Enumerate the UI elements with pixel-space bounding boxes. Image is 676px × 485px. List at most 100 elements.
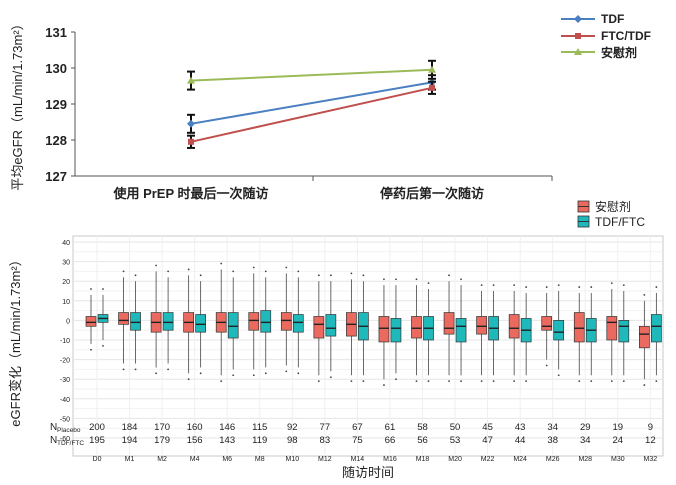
box-placebo-m24-outlier bbox=[513, 284, 516, 287]
count-value-tdf-ftc: 66 bbox=[385, 435, 396, 446]
count-value-placebo: 115 bbox=[252, 422, 267, 433]
count-value-tdf-ftc: 56 bbox=[417, 435, 428, 446]
bottom-y-axis-title: eGFR变化（mL/min/1.73m²） bbox=[8, 253, 23, 426]
box-placebo-m12 bbox=[313, 316, 325, 339]
count-value-tdf-ftc: 34 bbox=[580, 435, 591, 446]
box-tdf-ftc-m26-outlier bbox=[557, 284, 560, 287]
bottom-x-tick-label: M6 bbox=[222, 456, 232, 463]
box-placebo-m6-outlier bbox=[220, 380, 223, 383]
box-placebo-m24 bbox=[508, 314, 520, 339]
count-value-tdf-ftc: 47 bbox=[482, 435, 493, 446]
count-value-tdf-ftc: 12 bbox=[645, 435, 656, 446]
bottom-y-tick-label: 20 bbox=[62, 279, 70, 286]
box-tdf-ftc-m8-outlier bbox=[264, 372, 267, 375]
count-value-tdf-ftc: 75 bbox=[352, 435, 363, 446]
count-value-tdf-ftc: 38 bbox=[547, 435, 558, 446]
count-value-tdf-ftc: 98 bbox=[287, 435, 298, 446]
top-x-label-0: 使用 PrEP 时最后一次随访 bbox=[112, 186, 268, 201]
count-value-placebo: 19 bbox=[613, 422, 624, 433]
box-tdf-ftc-m10 bbox=[292, 314, 304, 333]
box-placebo-m28 bbox=[573, 312, 585, 343]
box-tdf-ftc-m4-outlier bbox=[199, 372, 202, 375]
box-tdf-ftc-m12 bbox=[325, 314, 337, 337]
box-placebo-m1-outlier bbox=[122, 270, 125, 273]
legend-label-ftc-tdf: FTC/TDF bbox=[601, 29, 651, 43]
box-tdf-ftc-m18-outlier bbox=[427, 380, 430, 383]
box-placebo-m10-outlier bbox=[285, 370, 288, 373]
bottom-boxes bbox=[85, 262, 662, 386]
box-tdf-ftc-m22-outlier bbox=[492, 380, 495, 383]
box-tdf-ftc-m10-outlier bbox=[297, 372, 300, 375]
box-tdf-ftc-m30-outlier bbox=[622, 284, 625, 287]
box-placebo-m16 bbox=[378, 316, 390, 343]
box-tdf-ftc-m30-outlier bbox=[622, 380, 625, 383]
box-placebo-m30-outlier bbox=[610, 282, 613, 285]
bottom-x-tick-label: M8 bbox=[255, 456, 265, 463]
box-placebo-m2-outlier bbox=[155, 264, 158, 267]
box-tdf-ftc-d0-outlier bbox=[102, 288, 104, 290]
bottom-x-tick-label: M28 bbox=[578, 456, 592, 463]
box-tdf-ftc-m12-outlier bbox=[329, 376, 332, 379]
box-tdf-ftc-m18-outlier bbox=[427, 282, 430, 285]
count-value-placebo: 29 bbox=[580, 422, 591, 433]
bottom-x-tick-label: M12 bbox=[318, 456, 332, 463]
box-placebo-m16-outlier bbox=[383, 384, 385, 386]
box-placebo-m26-outlier bbox=[545, 364, 548, 367]
box-tdf-ftc-m14-outlier bbox=[362, 274, 365, 277]
count-label-tdf-sub: TDF/FTC bbox=[57, 440, 84, 447]
count-value-tdf-ftc: 83 bbox=[320, 435, 331, 446]
box-tdf-ftc-m32-outlier bbox=[655, 286, 658, 288]
box-placebo-m26-outlier bbox=[545, 286, 548, 288]
legend-marker-placebo bbox=[574, 48, 582, 55]
box-placebo-m10 bbox=[280, 312, 292, 331]
count-value-placebo: 200 bbox=[89, 422, 105, 433]
box-placebo-m18-outlier bbox=[415, 278, 418, 281]
box-placebo-d0 bbox=[85, 316, 97, 327]
bottom-x-tick-label: M14 bbox=[351, 456, 365, 463]
box-tdf-ftc-m16-outlier bbox=[395, 378, 397, 381]
box-placebo-m18 bbox=[411, 316, 422, 339]
legend-box-label-tdf-ftc: TDF/FTC bbox=[595, 215, 645, 229]
box-placebo-m26 bbox=[541, 316, 553, 331]
box-tdf-ftc-m12-outlier bbox=[329, 274, 332, 277]
count-label-placebo-main: N bbox=[50, 422, 57, 433]
top-series-2-line bbox=[190, 68, 433, 82]
legend-box-label-placebo: 安慰剂 bbox=[595, 199, 631, 214]
top-series bbox=[187, 59, 436, 149]
box-placebo-m24-outlier bbox=[513, 380, 516, 383]
top-series-1-line bbox=[190, 86, 433, 143]
bottom-x-tick-label: M18 bbox=[416, 456, 430, 463]
box-tdf-ftc-m28-outlier bbox=[590, 286, 593, 288]
bottom-y-tick-label: 40 bbox=[62, 240, 70, 247]
box-placebo-m32-outlier bbox=[643, 294, 646, 296]
legend-label-tdf: TDF bbox=[601, 12, 624, 26]
box-placebo-d0-outlier bbox=[90, 288, 92, 290]
top-y-tick-label: 130 bbox=[45, 61, 67, 76]
box-placebo-m20-outlier bbox=[448, 380, 450, 383]
box-placebo-m8-outlier bbox=[252, 374, 255, 377]
bottom-y-tick-label: 10 bbox=[62, 299, 70, 306]
box-placebo-m16-outlier bbox=[383, 278, 385, 281]
bottom-x-tick-label: M22 bbox=[481, 456, 495, 463]
box-tdf-ftc-m20 bbox=[455, 318, 467, 343]
top-series-1-point bbox=[429, 84, 435, 91]
box-placebo-m20 bbox=[443, 312, 455, 335]
count-value-tdf-ftc: 179 bbox=[154, 435, 170, 446]
box-tdf-ftc-m8 bbox=[260, 310, 272, 333]
top-y-axis-title: 平均eGFR（mL/min/1.73m²） bbox=[10, 17, 25, 190]
bottom-x-tick-label: M32 bbox=[644, 456, 658, 463]
count-value-placebo: 184 bbox=[122, 422, 138, 433]
box-placebo-m22 bbox=[476, 316, 487, 335]
count-value-tdf-ftc: 24 bbox=[613, 435, 624, 446]
box-placebo-d0-outlier bbox=[90, 348, 92, 351]
box-tdf-ftc-m1-outlier bbox=[134, 368, 137, 371]
box-tdf-ftc-m20-outlier bbox=[460, 278, 462, 281]
box-placebo-m22-outlier bbox=[480, 380, 483, 383]
box-placebo-m6-outlier bbox=[220, 262, 223, 265]
box-placebo-m14-outlier bbox=[350, 272, 353, 275]
count-value-tdf-ftc: 53 bbox=[450, 435, 461, 446]
bottom-chart: 40 30 20 10 0 -10 -20 -30 -40 -50 -60 200 184 170 160… bbox=[8, 199, 664, 480]
box-tdf-ftc-m16 bbox=[390, 318, 402, 343]
bottom-y-tick-label: -50 bbox=[60, 416, 70, 423]
